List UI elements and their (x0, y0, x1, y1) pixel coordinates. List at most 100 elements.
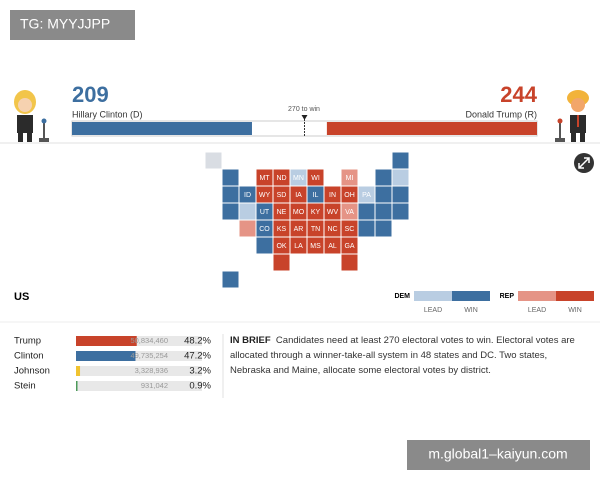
vote-count: 49,735,254 (130, 351, 168, 360)
state-label: MT (259, 175, 270, 182)
state-label: WV (327, 209, 339, 216)
vote-share: 48.2% (184, 336, 211, 347)
legend-label: WIN (464, 307, 478, 314)
state-tile (238, 202, 257, 221)
state-tile (340, 253, 359, 272)
brief-heading: IN BRIEF (230, 335, 271, 346)
legend-swatch (414, 291, 452, 301)
state-label: OK (276, 243, 286, 250)
state-label: IA (295, 192, 302, 199)
vote-track (76, 366, 202, 376)
state-label: CO (259, 226, 270, 233)
state-label: PA (362, 192, 371, 199)
vote-track (76, 381, 202, 391)
vote-share: 3.2% (189, 366, 211, 377)
watermark: TG: MYYJJPP (20, 16, 110, 32)
state-tile (357, 202, 376, 221)
state-label: MN (293, 175, 304, 182)
trump-name: Donald Trump (R) (465, 109, 537, 119)
state-label: NC (327, 226, 337, 233)
trump-figure (555, 90, 589, 142)
state-label: MI (346, 175, 354, 182)
state-tile (255, 236, 274, 255)
legend-label: LEAD (424, 307, 442, 314)
region-label: US (14, 291, 29, 303)
footer-watermark: m.global1–kaiyun.com (428, 446, 567, 462)
vote-count: 50,834,460 (130, 336, 168, 345)
state-tile (221, 270, 240, 289)
vote-bar (76, 381, 78, 391)
state-label: IN (329, 192, 336, 199)
state-tile (272, 253, 291, 272)
trump-bar (326, 122, 537, 135)
state-label: WY (259, 192, 271, 199)
state-tile (391, 168, 410, 187)
legend-label: WIN (568, 307, 582, 314)
state-tile (238, 219, 257, 238)
state-label: WI (311, 175, 320, 182)
footer-watermark-box (407, 440, 590, 470)
state-label: IL (313, 192, 319, 199)
state-label: SD (277, 192, 287, 199)
state-label: OH (344, 192, 355, 199)
state-label: KY (311, 209, 321, 216)
vote-bar (76, 336, 137, 346)
state-tile (374, 202, 393, 221)
state-label: AL (328, 243, 337, 250)
state-tile (221, 202, 240, 221)
state-label: ID (244, 192, 251, 199)
legend-swatch (556, 291, 594, 301)
state-label: SC (345, 226, 355, 233)
trump-votes: 244 (500, 82, 537, 107)
state-tile (391, 202, 410, 221)
clinton-bar (72, 122, 252, 135)
threshold-arrow (301, 115, 308, 120)
legend-label: LEAD (528, 307, 546, 314)
candidate-name: Stein (14, 381, 36, 392)
state-tile (357, 185, 376, 204)
state-tile (340, 236, 359, 255)
clinton-name: Hillary Clinton (D) (72, 109, 143, 119)
state-label: GA (344, 243, 354, 250)
candidate-name: Johnson (14, 366, 50, 377)
state-label: VA (345, 209, 354, 216)
brief-text: Candidates need at least 270 electoral v… (230, 335, 575, 376)
vote-bar (76, 366, 81, 376)
vote-share: 47.2% (184, 351, 211, 362)
vote-track (76, 336, 202, 346)
expand-icon (578, 157, 590, 169)
legend-dem: DEM (394, 293, 410, 300)
state-label: NE (277, 209, 287, 216)
vote-count: 3,328,936 (135, 366, 168, 375)
state-tile (374, 185, 393, 204)
candidate-name: Clinton (14, 351, 44, 362)
state-tile (391, 185, 410, 204)
state-label: MO (293, 209, 305, 216)
state-label: MS (310, 243, 321, 250)
state-tile (204, 151, 223, 170)
brief: IN BRIEF Candidates need at least 270 el… (230, 333, 590, 378)
state-label: TN (311, 226, 320, 233)
vote-track (76, 351, 202, 361)
vote-bar (76, 351, 136, 361)
state-tile (221, 185, 240, 204)
state-label: LA (294, 243, 303, 250)
vote-count: 931,042 (141, 381, 168, 390)
state-tile (221, 168, 240, 187)
threshold-label: 270 to win (288, 106, 320, 113)
state-label: AR (294, 226, 304, 233)
state-tile (374, 219, 393, 238)
state-label: KS (277, 226, 287, 233)
candidate-name: Trump (14, 336, 41, 347)
state-tile (391, 151, 410, 170)
legend-swatch (518, 291, 556, 301)
clinton-votes: 209 (72, 82, 109, 107)
map: MT ND MN WI MI ID WY SD IA IL IN OH PA UT NE MO KY WV VA CO… (204, 151, 410, 289)
state-label: UT (260, 209, 270, 216)
watermark-box (10, 10, 135, 40)
state-label: ND (276, 175, 286, 182)
clinton-figure (14, 90, 49, 142)
legend-swatch (452, 291, 490, 301)
